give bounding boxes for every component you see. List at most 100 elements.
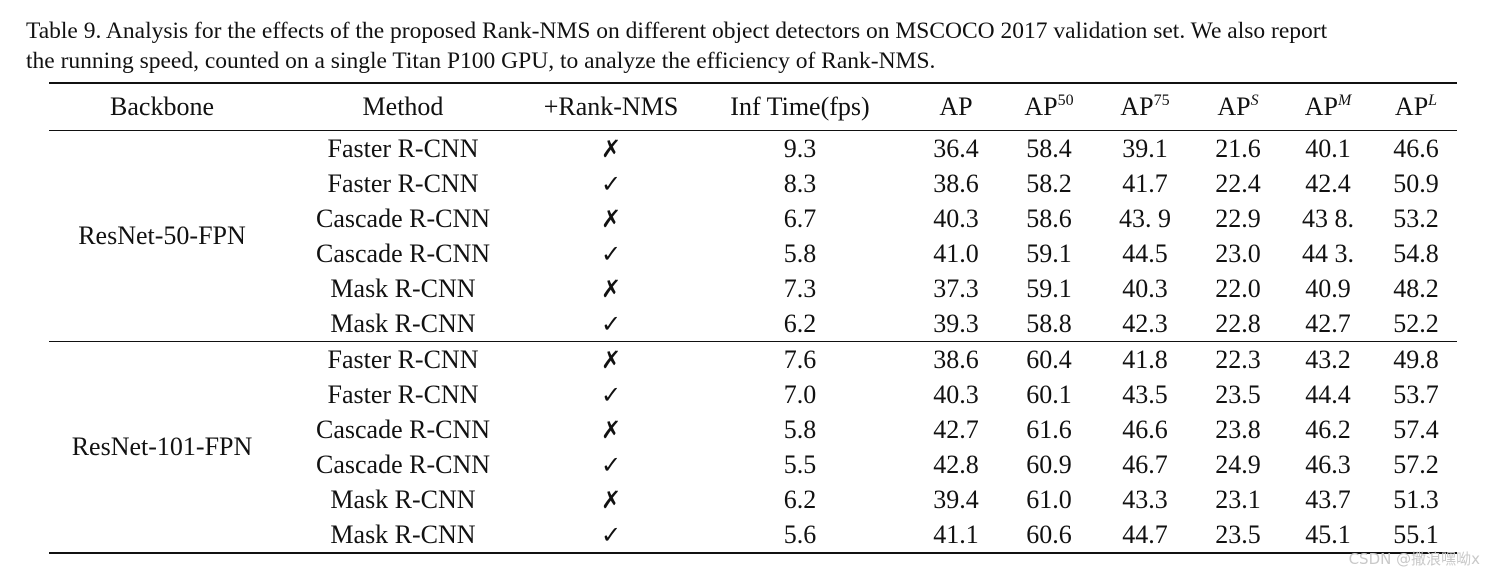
apm-cell: 46.3 [1305,449,1351,479]
backbone-cell: ResNet-101-FPN [71,432,253,461]
ap75-cell: 43.3 [1122,484,1168,514]
aps-cell: 23.8 [1215,414,1261,444]
aps-cell: 23.0 [1215,238,1261,268]
table-row: Faster R-CNN ✓ 8.3 38.6 58.2 41.7 22.4 42.4 50.9 [49,166,1457,201]
aps-cell: 24.9 [1215,449,1261,479]
table-group-resnet101: ResNet-101-FPN Faster R-CNN ✗ 7.6 38.6 60.4 41… [49,342,1457,553]
method-cell: Faster R-CNN [327,168,479,198]
aps-cell: 23.1 [1215,484,1261,514]
header-apm: APM [1304,92,1352,121]
aps-cell: 22.0 [1215,273,1261,303]
apl-cell: 53.2 [1393,203,1439,233]
ap75-cell: 44.5 [1122,238,1168,268]
fps-cell: 7.6 [783,344,817,374]
table-row: ResNet-50-FPN Faster R-CNN ✗ 9.3 36.4 58.4 39.… [49,131,1457,251]
ap-cell: 37.3 [933,273,979,303]
method-cell: Cascade R-CNN [315,238,490,268]
header-row: Backbone Method +Rank-NMS Inf Time(fps) … [49,83,1457,131]
caption-line-2: the running speed, counted on a single T… [26,48,936,74]
check-mark-icon: ✓ [600,309,622,338]
watermark: CSDN @撒浪嘿呦x [1348,550,1480,568]
ap-cell: 39.4 [933,484,979,514]
fps-cell: 5.6 [783,519,817,549]
aps-cell: 23.5 [1215,519,1261,549]
apl-cell: 54.8 [1393,238,1439,268]
table-row: Faster R-CNN ✓ 7.0 40.3 60.1 43.5 23.5 44.4 53.7 [49,377,1457,412]
header-inf-time: Inf Time(fps) [730,92,870,121]
apl-cell: 52.2 [1393,308,1439,338]
ap-cell: 41.0 [933,238,979,268]
ap-cell: 39.3 [933,308,979,338]
header-method: Method [362,92,444,121]
ap-cell: 42.7 [933,414,979,444]
fps-cell: 5.8 [783,238,817,268]
ap75-cell: 43. 9 [1119,203,1171,233]
fps-cell: 9.3 [783,133,817,163]
header-aps: APS [1217,92,1259,121]
ap50-cell: 60.4 [1026,344,1072,374]
ap-cell: 36.4 [933,133,979,163]
apl-cell: 49.8 [1393,344,1439,374]
cross-mark-icon: ✗ [600,274,622,303]
check-mark-icon: ✓ [600,450,622,479]
aps-cell: 22.4 [1215,168,1261,198]
table-row: Mask R-CNN ✓ 6.2 39.3 58.8 42.3 22.8 42.7 52.2 [49,306,1457,342]
table-row: Mask R-CNN ✓ 5.6 41.1 60.6 44.7 23.5 45.1 55.1 [49,517,1457,553]
ap50-cell: 58.8 [1026,308,1072,338]
ap50-cell: 58.4 [1026,133,1072,163]
aps-cell: 22.9 [1215,203,1261,233]
fps-cell: 5.8 [783,414,817,444]
ap75-cell: 43.5 [1122,379,1168,409]
method-cell: Faster R-CNN [327,344,479,374]
ap75-cell: 46.6 [1122,414,1168,444]
ap75-cell: 41.7 [1122,168,1168,198]
ap50-cell: 61.0 [1026,484,1072,514]
header-ap75: AP75 [1120,92,1170,121]
ap50-cell: 59.1 [1026,238,1072,268]
cross-mark-icon: ✗ [600,345,622,374]
fps-cell: 6.7 [783,203,817,233]
ap-cell: 41.1 [933,519,979,549]
cross-mark-icon: ✗ [600,204,622,233]
check-mark-icon: ✓ [600,380,622,409]
apm-cell: 44 3. [1302,238,1354,268]
ap-cell: 38.6 [933,168,979,198]
fps-cell: 6.2 [783,308,817,338]
ap-cell: 38.6 [933,344,979,374]
method-cell: Mask R-CNN [330,308,476,338]
header-backbone: Backbone [110,92,214,121]
apm-cell: 42.7 [1305,308,1351,338]
apm-cell: 43.7 [1305,484,1351,514]
ap50-cell: 58.6 [1026,203,1072,233]
table-row: Cascade R-CNN ✓ 5.8 41.0 59.1 44.5 23.0 44 3. 54… [49,236,1457,271]
apm-cell: 42.4 [1305,168,1351,198]
ap75-cell: 46.7 [1122,449,1168,479]
aps-cell: 21.6 [1215,133,1261,163]
method-cell: Mask R-CNN [330,273,476,303]
apl-cell: 48.2 [1393,273,1439,303]
apl-cell: 57.2 [1393,449,1439,479]
ap-cell: 40.3 [933,379,979,409]
check-mark-icon: ✓ [600,520,622,549]
apl-cell: 55.1 [1393,519,1439,549]
table-header: Backbone Method +Rank-NMS Inf Time(fps) … [49,83,1457,131]
method-cell: Cascade R-CNN [315,414,490,444]
fps-cell: 8.3 [783,168,817,198]
apm-cell: 44.4 [1305,379,1351,409]
ap-cell: 40.3 [933,203,979,233]
ap50-cell: 59.1 [1026,273,1072,303]
method-cell: Mask R-CNN [330,484,476,514]
aps-cell: 22.8 [1215,308,1261,338]
table-row: Cascade R-CNN ✓ 5.5 42.8 60.9 46.7 24.9 46.3 57.… [49,447,1457,482]
method-cell: Cascade R-CNN [315,449,490,479]
method-cell: Faster R-CNN [327,133,479,163]
ap50-cell: 58.2 [1026,168,1072,198]
table-row: ResNet-101-FPN Faster R-CNN ✗ 7.6 38.6 60.4 41… [49,342,1457,462]
apl-cell: 51.3 [1393,484,1439,514]
header-rank-nms: +Rank-NMS [543,92,679,121]
results-table: Backbone Method +Rank-NMS Inf Time(fps) … [49,82,1457,554]
ap75-cell: 40.3 [1122,273,1168,303]
table-row: Cascade R-CNN ✗ 6.7 40.3 58.6 43. 9 22.9 43 8. 5… [49,201,1457,236]
apm-cell: 40.9 [1305,273,1351,303]
ap50-cell: 60.9 [1026,449,1072,479]
